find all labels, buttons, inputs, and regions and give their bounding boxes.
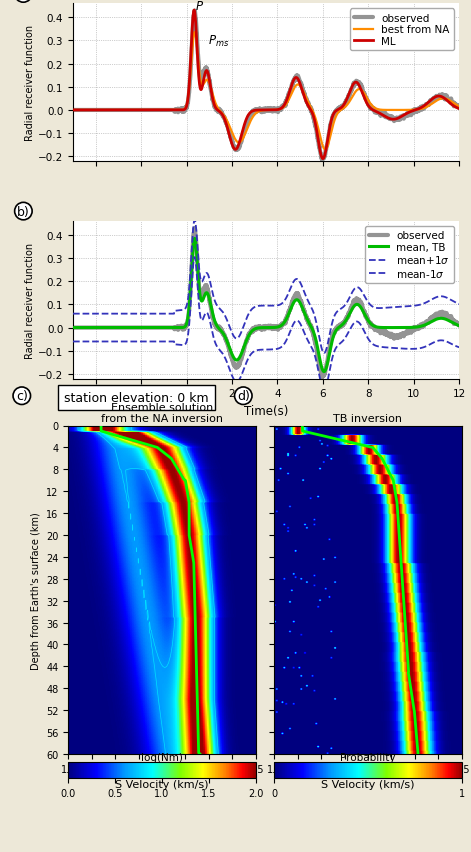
Text: c): c) [16,389,28,403]
observed [248,109,253,119]
Text: $P_{ms}$: $P_{ms}$ [208,34,229,49]
mean, TB [90,323,96,333]
observed [374,326,380,337]
observed [319,156,325,166]
observed [446,313,451,323]
Legend: observed, best from NA, ML: observed, best from NA, ML [350,9,454,51]
Text: P: P [196,0,203,13]
Line: best from NA: best from NA [73,33,459,150]
Text: station elevation: 0 km: station elevation: 0 km [64,391,209,405]
Y-axis label: Depth from Earth's surface (km): Depth from Earth's surface (km) [31,511,41,669]
best from NA [446,95,451,106]
mean, TB [248,328,253,338]
X-axis label: Time(s): Time(s) [244,405,288,417]
mean, TB [70,323,76,333]
mean, TB [192,234,197,245]
ML [446,97,451,107]
observed [446,95,451,106]
best from NA [446,95,451,106]
Line: observed: observed [73,229,459,378]
observed [192,224,197,234]
mean, TB [456,321,462,331]
best from NA [70,106,76,116]
mean-1$\sigma$ [446,337,451,348]
X-axis label: S Velocity (km/s): S Velocity (km/s) [115,780,209,789]
Line: ML: ML [73,11,459,159]
observed [456,321,462,331]
ML [446,97,451,107]
mean-1$\sigma$ [258,345,264,355]
mean-1$\sigma$ [456,343,462,353]
mean+1$\sigma$ [248,306,253,316]
Title: Ensemble solution
from the NA inversion: Ensemble solution from the NA inversion [101,402,223,423]
observed [70,106,76,116]
mean+1$\sigma$ [446,294,451,304]
ML [90,106,96,116]
mean, TB [446,316,451,326]
mean-1$\sigma$ [90,337,96,348]
ML [191,6,197,16]
mean+1$\sigma$ [70,309,76,320]
observed [446,312,451,322]
observed [90,106,96,116]
mean, TB [446,316,451,326]
ML [248,108,253,118]
mean+1$\sigma$ [446,294,451,304]
best from NA [248,116,253,126]
Line: mean, TB: mean, TB [73,239,459,372]
observed [192,7,197,17]
Title: TB inversion: TB inversion [333,414,402,423]
mean-1$\sigma$ [192,253,197,263]
observed [258,106,264,117]
best from NA [322,145,328,155]
Legend: observed, mean, TB, mean+1$\sigma$, mean-1$\sigma$: observed, mean, TB, mean+1$\sigma$, mean… [365,227,454,284]
ML [70,106,76,116]
Y-axis label: Radial receiver function: Radial receiver function [25,242,35,359]
observed [248,326,253,337]
ML [258,106,264,116]
mean-1$\sigma$ [248,350,253,360]
mean+1$\sigma$ [258,302,264,312]
observed [319,373,325,383]
observed [70,323,76,333]
mean-1$\sigma$ [446,337,451,348]
mean+1$\sigma$ [374,303,380,314]
best from NA [374,105,380,115]
Line: observed: observed [73,12,459,161]
mean+1$\sigma$ [321,348,327,359]
observed [374,109,380,119]
mean+1$\sigma$ [90,309,96,320]
observed [446,95,451,105]
best from NA [456,102,462,112]
mean, TB [374,323,380,333]
mean-1$\sigma$ [374,342,380,352]
ML [374,108,380,118]
Title: log(Nm): log(Nm) [141,751,183,762]
best from NA [258,106,264,117]
best from NA [90,106,96,116]
mean, TB [258,323,264,333]
mean, TB [321,367,327,377]
observed [90,323,96,333]
observed [456,104,462,114]
X-axis label: S Velocity (km/s): S Velocity (km/s) [321,780,414,789]
Line: mean-1$\sigma$: mean-1$\sigma$ [73,258,459,391]
mean-1$\sigma$ [321,386,327,396]
observed [258,324,264,334]
mean+1$\sigma$ [456,300,462,310]
Title: Probability: Probability [340,751,396,762]
ML [320,154,325,164]
Y-axis label: Radial receiver function: Radial receiver function [25,25,35,141]
Line: mean+1$\sigma$: mean+1$\sigma$ [73,221,459,354]
ML [456,104,462,114]
mean-1$\sigma$ [70,337,76,348]
Text: a): a) [17,0,30,1]
mean+1$\sigma$ [192,216,197,226]
Text: b): b) [17,205,30,218]
best from NA [192,28,197,38]
Text: d): d) [237,389,250,403]
